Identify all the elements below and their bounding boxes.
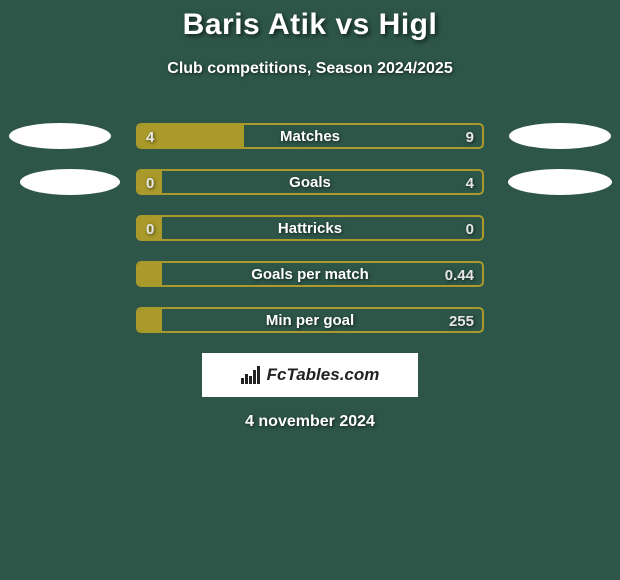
stat-value-right: 9 xyxy=(466,123,474,151)
logo-text: FcTables.com xyxy=(267,365,380,385)
player-photo-left xyxy=(9,123,111,149)
stat-bar: Matches xyxy=(136,123,484,149)
stat-bar-fill xyxy=(138,309,162,331)
stat-bar: Goals per match xyxy=(136,261,484,287)
stat-value-left: 4 xyxy=(146,123,154,151)
stat-bar: Min per goal xyxy=(136,307,484,333)
stat-label: Goals xyxy=(138,171,482,193)
stat-row: Goals0 4 xyxy=(0,169,620,197)
player-photo-right xyxy=(508,169,612,195)
stat-bar: Goals xyxy=(136,169,484,195)
stat-bar-fill xyxy=(138,263,162,285)
stats-area: Matches49Goals04Hattricks00Goals per mat… xyxy=(0,123,620,335)
infographic-container: Baris Atik vs Higl Club competitions, Se… xyxy=(0,0,620,431)
stat-row: Matches4 9 xyxy=(0,123,620,151)
stat-label: Goals per match xyxy=(138,263,482,285)
bars-icon xyxy=(241,366,261,384)
player-photo-left xyxy=(20,169,120,195)
player-photo-right xyxy=(509,123,611,149)
stat-row: Goals per match0.44 xyxy=(0,261,620,289)
stat-value-right: 255 xyxy=(449,307,474,335)
stat-label: Min per goal xyxy=(138,309,482,331)
stat-row: Hattricks0 0 xyxy=(0,215,620,243)
page-title: Baris Atik vs Higl xyxy=(0,8,620,42)
logo-box: FcTables.com xyxy=(202,353,418,397)
stat-value-right: 4 xyxy=(466,169,474,197)
stat-row: Min per goal255 xyxy=(0,307,620,335)
subtitle: Club competitions, Season 2024/2025 xyxy=(0,60,620,78)
stat-bar: Hattricks xyxy=(136,215,484,241)
date-text: 4 november 2024 xyxy=(0,413,620,431)
stat-value-left: 0 xyxy=(146,169,154,197)
stat-value-right: 0 xyxy=(466,215,474,243)
stat-label: Hattricks xyxy=(138,217,482,239)
logo: FcTables.com xyxy=(241,365,380,385)
stat-value-right: 0.44 xyxy=(445,261,474,289)
stat-value-left: 0 xyxy=(146,215,154,243)
